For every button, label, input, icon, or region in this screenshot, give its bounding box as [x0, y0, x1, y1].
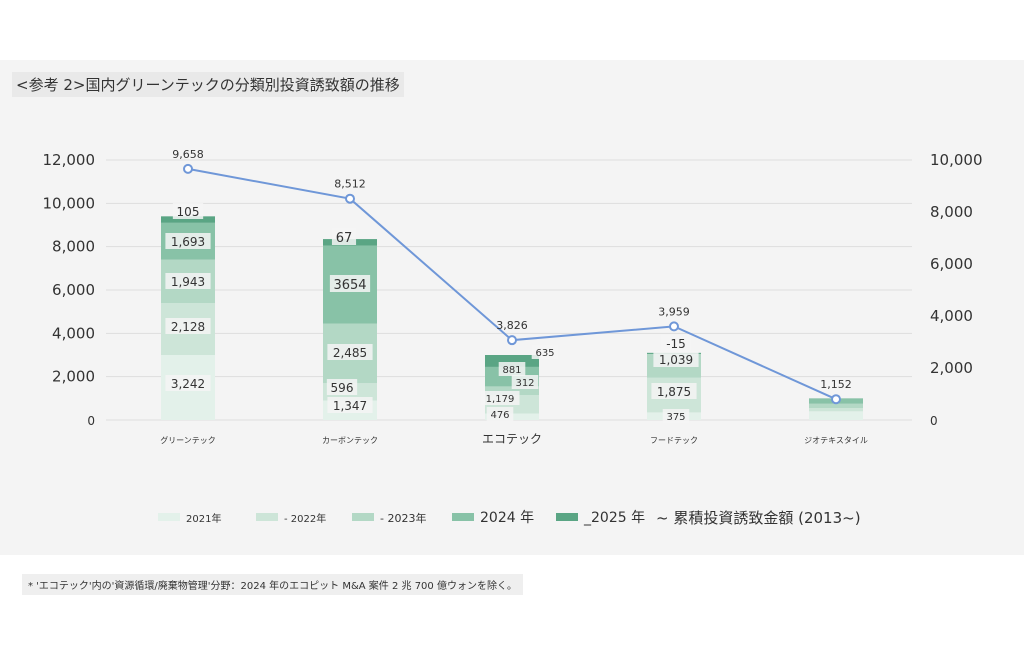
y-tick-label: 4,000: [52, 324, 95, 342]
y2-tick-label: 0: [930, 414, 938, 428]
bar-segment: [485, 355, 539, 367]
line-point: [183, 163, 193, 174]
data-label-bg: [331, 228, 357, 245]
data-label-bg: [165, 233, 211, 249]
legend-label: 2024 年: [480, 510, 534, 526]
data-label: 3,242: [171, 377, 205, 391]
data-label-bg: [486, 407, 514, 421]
y2-tick-label: 8,000: [930, 203, 973, 221]
data-label-bg: [662, 409, 690, 423]
data-label: -15: [666, 337, 686, 351]
line-point-label: 8,512: [334, 178, 366, 191]
data-label-bg: [327, 397, 373, 413]
data-label: 1,179: [486, 394, 515, 405]
line-point-label: 3,826: [496, 319, 528, 332]
data-label-bg: [660, 335, 692, 351]
legend-swatch: [352, 513, 374, 521]
line-point-label: 1,152: [820, 378, 852, 391]
bar-segment: [161, 216, 215, 223]
data-label-bg: [531, 345, 559, 359]
data-label-bg: [165, 318, 211, 334]
legend-swatch: [452, 513, 474, 521]
data-label: 1,347: [333, 399, 367, 413]
x-category-label: カーボンテック: [322, 436, 378, 445]
legend-label: - 2022年: [284, 512, 326, 525]
line-point: [345, 193, 355, 204]
line-point: [507, 335, 517, 346]
legend-label: - 2023年: [380, 511, 426, 525]
y2-tick-label: 2,000: [930, 359, 973, 377]
data-label-bg: [327, 344, 373, 360]
data-label-bg: [511, 375, 539, 389]
data-label-bg: [165, 375, 211, 391]
data-label-bg: [165, 273, 211, 289]
y-tick-label: 2,000: [52, 368, 95, 386]
data-label-bg: [172, 203, 204, 219]
data-label: 3654: [333, 278, 366, 293]
legend-swatch: [256, 513, 278, 521]
data-label: 1,943: [171, 275, 205, 289]
y-tick-label: 6,000: [52, 281, 95, 299]
line-point: [831, 394, 841, 405]
data-label: 1,039: [659, 353, 693, 367]
grid: [106, 159, 912, 421]
legend-swatch: [556, 513, 578, 521]
data-label-bg: [653, 351, 699, 367]
data-label: 1,875: [657, 385, 691, 399]
data-label-bg: [326, 379, 358, 395]
data-label-bg: [329, 275, 371, 292]
legend-label: _2025 年: [583, 510, 645, 526]
line-point-label: 3,959: [658, 305, 690, 318]
line-point: [669, 321, 679, 332]
line-point-label: 9,658: [172, 148, 204, 161]
data-label: 881: [502, 365, 521, 376]
bar-segment: [809, 411, 863, 420]
data-label: 312: [515, 378, 534, 389]
y2-tick-label: 10,000: [930, 151, 983, 169]
x-category-label: フードテック: [650, 436, 698, 445]
bar-segment: [485, 386, 539, 396]
footnote: * 'エコテック'内の'資源循環/廃棄物管理'分野：2024 年のエコピット M…: [22, 574, 523, 595]
y-axis-right: 0 2,000 4,000 6,000 8,000 10,000: [930, 151, 983, 428]
data-label: 476: [490, 410, 509, 421]
x-category-label: エコテック: [482, 432, 542, 446]
y2-tick-label: 6,000: [930, 255, 973, 273]
y-tick-label: 10,000: [43, 194, 96, 212]
data-label-bg: [498, 362, 526, 376]
y-axis-left: 0 2,000 4,000 6,000 8,000 10,000 12,000: [43, 151, 96, 428]
bar-segment: [809, 408, 863, 412]
y-tick-label: 8,000: [52, 238, 95, 256]
legend-swatch: [158, 513, 180, 521]
data-label-bg: [651, 383, 697, 399]
x-axis: グリーンテック カーボンテック エコテック フードテック ジオテキスタイル: [160, 432, 868, 446]
bar-segment: [809, 403, 863, 409]
data-label: 635: [535, 348, 554, 359]
cumulative-line: 9,658 8,512 3,826 3,959 1,152: [172, 148, 852, 405]
legend: 2021年 - 2022年 - 2023年 2024 年 _2025 年 ~ 累積投資誘致…: [158, 509, 861, 527]
data-label: 596: [331, 381, 354, 395]
data-label-bg: [480, 391, 520, 405]
y-tick-label: 12,000: [43, 151, 96, 169]
x-category-label: グリーンテック: [160, 435, 216, 445]
data-label: 1,693: [171, 235, 205, 249]
x-category-label: ジオテキスタイル: [804, 436, 868, 445]
data-label: 105: [177, 205, 200, 219]
y-tick-label: 0: [87, 414, 95, 428]
chart-title: <参考 2>国内グリーンテックの分類別投資誘致額の推移: [12, 72, 404, 97]
y2-tick-label: 4,000: [930, 307, 973, 325]
legend-label: 2021年: [186, 512, 221, 525]
legend-label-line: ~ 累積投資誘致金額 (2013~): [656, 509, 861, 527]
data-label: 67: [336, 231, 353, 246]
data-label: 375: [666, 412, 685, 423]
bars: 3,242 1,347 476 375 2,128 596 1,179 1,875 1,943 2…: [161, 203, 863, 423]
data-label: 2,128: [171, 320, 205, 334]
data-label: 2,485: [333, 346, 367, 360]
